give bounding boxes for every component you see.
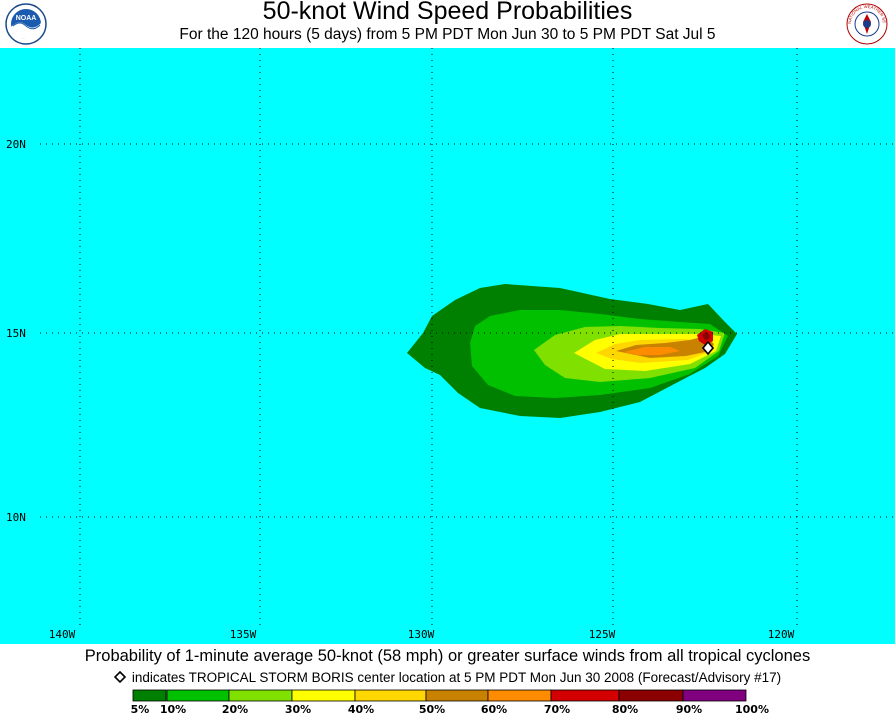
- lon-label-140w: 140W: [49, 628, 76, 641]
- legend-swatch-5-percent: [132, 689, 167, 702]
- lon-label-125w: 125W: [589, 628, 616, 641]
- contour-80-percent: [702, 332, 710, 340]
- legend-label-20-percent: 20%: [222, 703, 248, 716]
- diamond-icon: [113, 670, 126, 684]
- legend-label-10-percent: 10%: [160, 703, 186, 716]
- probability-map: 140W 135W 130W 125W 120W 20N 15N 10N: [0, 48, 895, 644]
- lat-label-20n: 20N: [6, 138, 26, 151]
- lon-label-130w: 130W: [408, 628, 435, 641]
- legend-label-90-percent: 90%: [676, 703, 702, 716]
- map-title: 50-knot Wind Speed Probabilities: [262, 0, 633, 25]
- legend-label-60-percent: 60%: [481, 703, 507, 716]
- legend-label-70-percent: 70%: [544, 703, 570, 716]
- legend-swatch-10-percent: [166, 689, 230, 702]
- storm-center-marker: [701, 340, 715, 356]
- storm-note: indicates TROPICAL STORM BORIS center lo…: [0, 670, 895, 685]
- legend-swatches: [132, 689, 747, 702]
- legend-swatch-90-percent: [682, 689, 747, 702]
- legend-swatch-80-percent: [618, 689, 684, 702]
- legend-swatch-70-percent: [550, 689, 620, 702]
- nws-logo: NATIONAL WEATHER SERVICE: [846, 3, 888, 45]
- probability-caption: Probability of 1-minute average 50-knot …: [84, 647, 811, 665]
- lat-label-10n: 10N: [6, 511, 26, 524]
- legend-label-80-percent: 80%: [612, 703, 638, 716]
- footer: Probability of 1-minute average 50-knot …: [0, 644, 895, 716]
- legend-label-100-percent: 100%: [735, 703, 769, 716]
- gridlines: [40, 48, 895, 626]
- map-subtitle: For the 120 hours (5 days) from 5 PM PDT…: [179, 26, 716, 43]
- legend-swatch-20-percent: [228, 689, 293, 702]
- legend-label-50-percent: 50%: [419, 703, 445, 716]
- legend-swatch-60-percent: [487, 689, 552, 702]
- legend-label-5-percent: 5%: [131, 703, 150, 716]
- legend-swatch-40-percent: [354, 689, 427, 702]
- legend-label-40-percent: 40%: [348, 703, 374, 716]
- legend-swatch-30-percent: [291, 689, 356, 702]
- lon-label-135w: 135W: [230, 628, 257, 641]
- legend-labels: 5% 10% 20% 30% 40% 50% 60% 70% 80% 90% 100%: [131, 703, 769, 716]
- probability-legend: 5% 10% 20% 30% 40% 50% 60% 70% 80% 90% 100%: [131, 689, 769, 716]
- legend-label-30-percent: 30%: [285, 703, 311, 716]
- storm-note-text: indicates TROPICAL STORM BORIS center lo…: [131, 670, 782, 685]
- lon-label-120w: 120W: [768, 628, 795, 641]
- noaa-logo-text: NOAA: [16, 15, 37, 22]
- legend-swatch-50-percent: [425, 689, 489, 702]
- lat-label-15n: 15N: [6, 327, 26, 340]
- contour-60-percent: [624, 347, 680, 355]
- header: NOAA 50-knot Wind Speed Probabilities Fo…: [0, 0, 895, 48]
- noaa-logo: NOAA: [5, 3, 47, 45]
